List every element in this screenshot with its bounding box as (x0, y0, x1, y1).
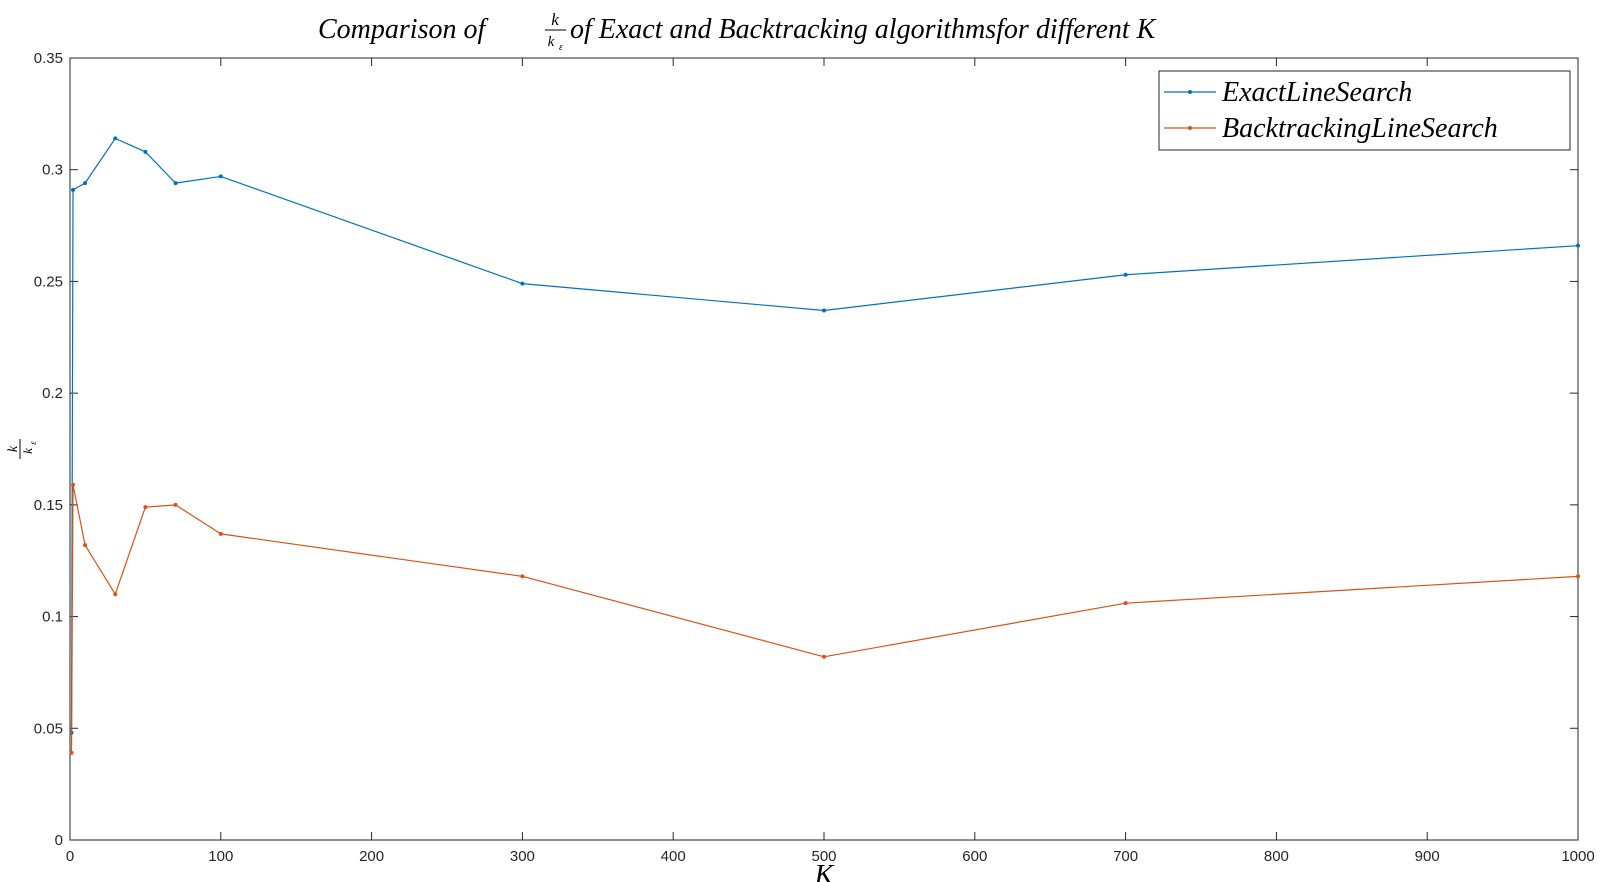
legend-label-backtracking: BacktrackingLineSearch (1222, 113, 1498, 144)
x-tick-label: 700 (1113, 848, 1138, 865)
y-tick-label: 0.3 (42, 162, 63, 179)
series-point-0 (822, 308, 826, 313)
y-tick-label: 0.25 (34, 273, 63, 290)
y-axis-label-numerator: k (6, 445, 21, 452)
x-tick-label: 0 (66, 848, 74, 865)
series-point-0 (1576, 243, 1580, 248)
x-tick-label: 400 (661, 848, 686, 865)
y-tick-label: 0.05 (34, 720, 63, 737)
x-axis-label: K (814, 860, 835, 882)
series-point-0 (71, 187, 76, 192)
series-point-0 (218, 174, 223, 179)
chart-title-frac-denominator-subscript: ε (559, 42, 563, 53)
legend: ExactLineSearch BacktrackingLineSearch (1158, 70, 1571, 151)
chart-title-frac-numerator: k (551, 10, 559, 29)
series-point-1 (173, 502, 178, 507)
plot-area-frame (69, 57, 1579, 841)
series-layer (69, 136, 1580, 755)
chart-title-before: Comparison of (318, 14, 488, 45)
series-point-1 (71, 482, 76, 487)
series-point-1 (1123, 601, 1128, 606)
series-point-1 (143, 505, 148, 510)
y-tick-label: 0.15 (34, 497, 63, 514)
legend-marker-backtracking (1188, 126, 1192, 130)
series-point-1 (113, 592, 118, 597)
y-tick-label: 0.1 (42, 609, 63, 626)
chart-title-after: of Exact and Backtracking algorithmsfor … (570, 14, 1157, 45)
y-tick-label: 0 (55, 832, 63, 849)
series-point-0 (113, 136, 118, 141)
y-axis: 0 0.05 0.1 0.15 0.2 0.25 0.3 0.35 (34, 50, 1578, 849)
series-point-1 (83, 543, 88, 548)
chart-title-frac-denominator: k (548, 34, 555, 50)
x-tick-label: 1000 (1561, 848, 1594, 865)
y-tick-label: 0.35 (34, 50, 63, 67)
x-tick-label: 800 (1264, 848, 1289, 865)
x-tick-label: 300 (510, 848, 535, 865)
legend-label-exact: ExactLineSearch (1221, 77, 1412, 108)
y-axis-label-denominator: k (20, 448, 35, 454)
x-tick-label: 600 (962, 848, 987, 865)
y-axis-label: k k ε (6, 439, 38, 459)
series-point-1 (69, 750, 74, 755)
series-line-1 (70, 484, 1579, 753)
series-point-0 (83, 181, 88, 186)
series-point-1 (520, 574, 525, 579)
series-point-0 (1123, 272, 1128, 277)
series-point-1 (822, 654, 826, 659)
x-tick-label: 200 (359, 848, 384, 865)
x-tick-label: 900 (1415, 848, 1440, 865)
y-axis-label-denominator-subscript: ε (28, 441, 38, 445)
chart-title: Comparison of k k ε of Exact and Backtra… (318, 10, 1157, 53)
series-point-0 (520, 281, 525, 286)
legend-marker-exact (1188, 90, 1192, 94)
x-tick-label: 100 (208, 848, 233, 865)
series-point-1 (218, 531, 223, 536)
x-tick-label: 500 (811, 848, 836, 865)
series-point-1 (1576, 574, 1580, 579)
y-tick-label: 0.2 (42, 385, 63, 402)
series-point-0 (143, 149, 148, 154)
x-axis: 0 100 200 300 400 500 600 700 800 900 1000 (66, 58, 1595, 865)
legend-box (1158, 70, 1571, 151)
series-point-0 (173, 181, 178, 186)
series-line-0 (70, 137, 1579, 733)
